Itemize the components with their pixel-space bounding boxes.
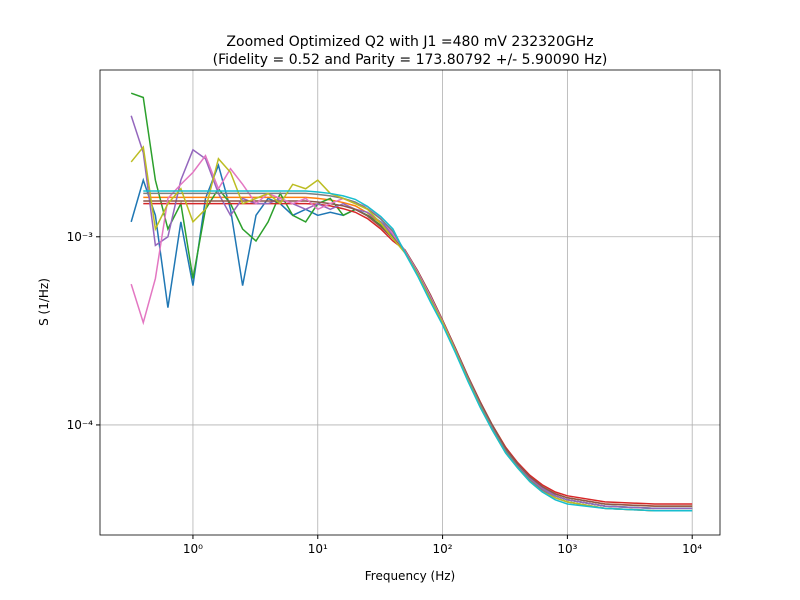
x-tick-label: 10³ [557,542,577,556]
data-line [130,115,693,510]
data-line [143,192,693,512]
x-tick-label: 10² [433,542,453,556]
x-tick-label: 10⁴ [682,542,702,556]
x-tick-label: 10¹ [308,542,328,556]
data-line [143,202,693,505]
x-axis-label: Frequency (Hz) [365,569,456,583]
y-tick-label: 10⁻³ [67,230,94,244]
chart-title: Zoomed Optimized Q2 with J1 =480 mV 2323… [226,34,593,50]
data-line [143,190,693,512]
x-tick-label: 10⁰ [183,542,203,556]
plot-frame [99,69,721,536]
data-line [143,200,693,507]
y-axis-label: S (1/Hz) [37,278,51,326]
chart-subtitle: (Fidelity = 0.52 and Parity = 173.80792 … [213,52,608,68]
y-tick-label: 10⁻⁴ [67,418,94,432]
